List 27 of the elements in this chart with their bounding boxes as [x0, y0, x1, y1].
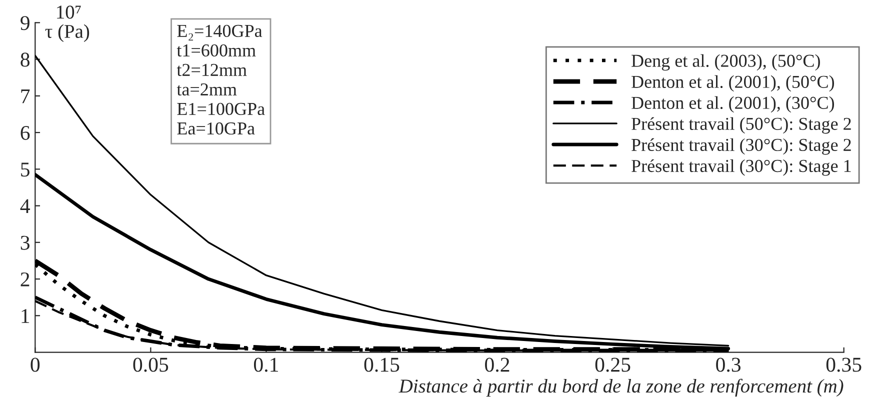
- legend-label: Présent travail (50°C): Stage 2: [632, 117, 851, 134]
- x-tick-label: 0.05: [133, 358, 168, 372]
- x-tick-label: 0.25: [595, 358, 630, 372]
- y-tick-label: 5: [21, 162, 30, 177]
- legend-label: Présent travail (30°C): Stage 2: [632, 138, 851, 155]
- legend-label: Denton et al. (2001), (50°C): [632, 75, 834, 92]
- y-tick-label: 9: [20, 16, 30, 30]
- y-tick-label: 3: [20, 236, 30, 250]
- legend-label: Présent travail (30°C): Stage 1: [632, 159, 851, 176]
- legend-label: Deng et al. (2003), (50°C): [632, 54, 820, 71]
- x-tick-label: 0: [30, 358, 40, 372]
- annotation: E₂=140GPa t1=600mm t2=12mm ta=2mm E1=100GPa Ea=10GPa: [176, 24, 265, 135]
- x-tick-label: 0.15: [364, 358, 400, 372]
- x-axis-title: Distance à partir du bord de la zone de renforcement (m): [398, 378, 844, 397]
- x-tick-label: 0.1: [254, 358, 278, 372]
- y-tick-label: 2: [20, 272, 30, 286]
- y-axis-title: τ (Pa): [45, 24, 90, 42]
- y-tick-label: 1: [22, 309, 30, 323]
- y-tick-label: 8: [20, 52, 30, 67]
- y-tick-label: 6: [20, 126, 30, 140]
- y-tick-label: 4: [20, 199, 30, 213]
- x-tick-label: 0.3: [716, 358, 741, 372]
- y-tick-label: 7: [21, 89, 30, 104]
- x-tick-label: 0.2: [485, 358, 510, 372]
- text: 10⁷: [57, 6, 81, 19]
- x-tick-label: 0.35: [826, 358, 862, 372]
- legend-label: Denton et al. (2001), (30°C): [632, 96, 834, 113]
